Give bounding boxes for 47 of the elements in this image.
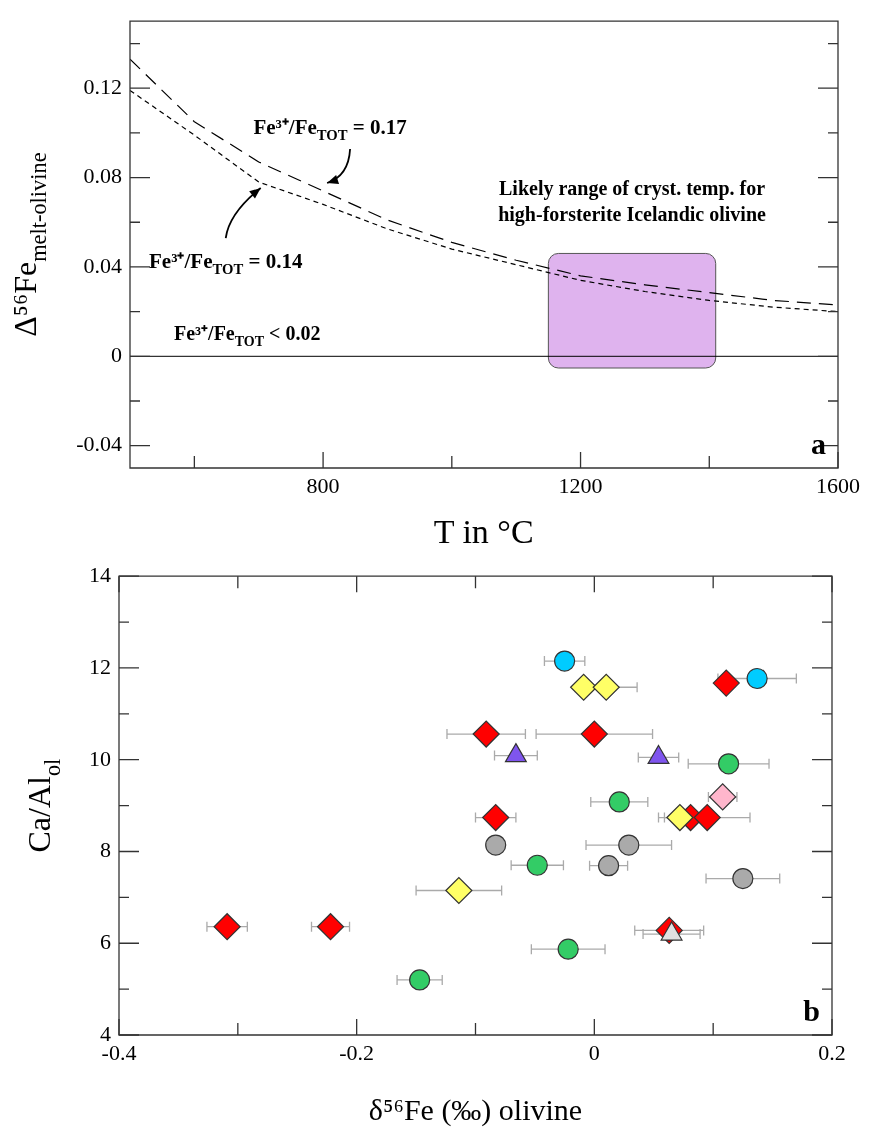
y-tick-label: -0.04: [76, 431, 122, 457]
point: [482, 803, 510, 832]
point: [557, 938, 579, 960]
point: [746, 667, 768, 690]
x-tick-label: 1600: [816, 472, 860, 498]
point: [718, 753, 740, 775]
point: [554, 650, 576, 672]
y-tick-label: 12: [89, 653, 111, 679]
point: [693, 803, 721, 832]
x-tick-label: 800: [306, 472, 340, 498]
point: [570, 673, 598, 701]
point: [472, 720, 500, 748]
point: [592, 673, 620, 701]
y-tick-label: 0.12: [83, 74, 122, 99]
point: [580, 720, 608, 748]
point: [732, 867, 754, 890]
x-axis-title: T in °C: [433, 513, 534, 550]
y-tick-label: 0.08: [83, 163, 122, 189]
point: [608, 791, 630, 813]
x-tick-label: 0.2: [818, 1039, 846, 1065]
point: [618, 834, 640, 856]
x-tick-label: 0: [588, 1039, 600, 1065]
point: [666, 803, 694, 832]
point: [485, 834, 507, 856]
y-tick-label: 10: [89, 745, 111, 771]
y-axis-title: Δ⁵⁶Femelt-olivine: [7, 152, 51, 337]
point: [445, 876, 473, 905]
y-tick-label: 8: [100, 837, 111, 863]
point: [597, 855, 620, 877]
x-axis-title: δ⁵⁶Fe (‰) olivine: [368, 1093, 583, 1127]
point: [526, 854, 548, 876]
y-tick-label: 6: [100, 929, 111, 955]
point: [409, 969, 431, 991]
y-tick-label: 4: [100, 1020, 111, 1046]
y-tick-label: 14: [89, 561, 111, 587]
y-tick-label: 0: [111, 342, 122, 368]
annotation: a: [811, 427, 826, 460]
y-axis-title: Ca/Alol: [21, 758, 65, 853]
point: [712, 669, 740, 697]
point: [709, 783, 737, 811]
point: [316, 913, 345, 941]
x-tick-label: -0.2: [339, 1039, 375, 1065]
y-tick-label: 0.04: [83, 252, 122, 278]
band-label: Likely range of cryst. temp. for high-forsterite Icelandic olivine: [498, 177, 767, 227]
x-tick-label: 1200: [558, 472, 603, 498]
annotation: b: [803, 994, 820, 1027]
point: [213, 913, 241, 941]
